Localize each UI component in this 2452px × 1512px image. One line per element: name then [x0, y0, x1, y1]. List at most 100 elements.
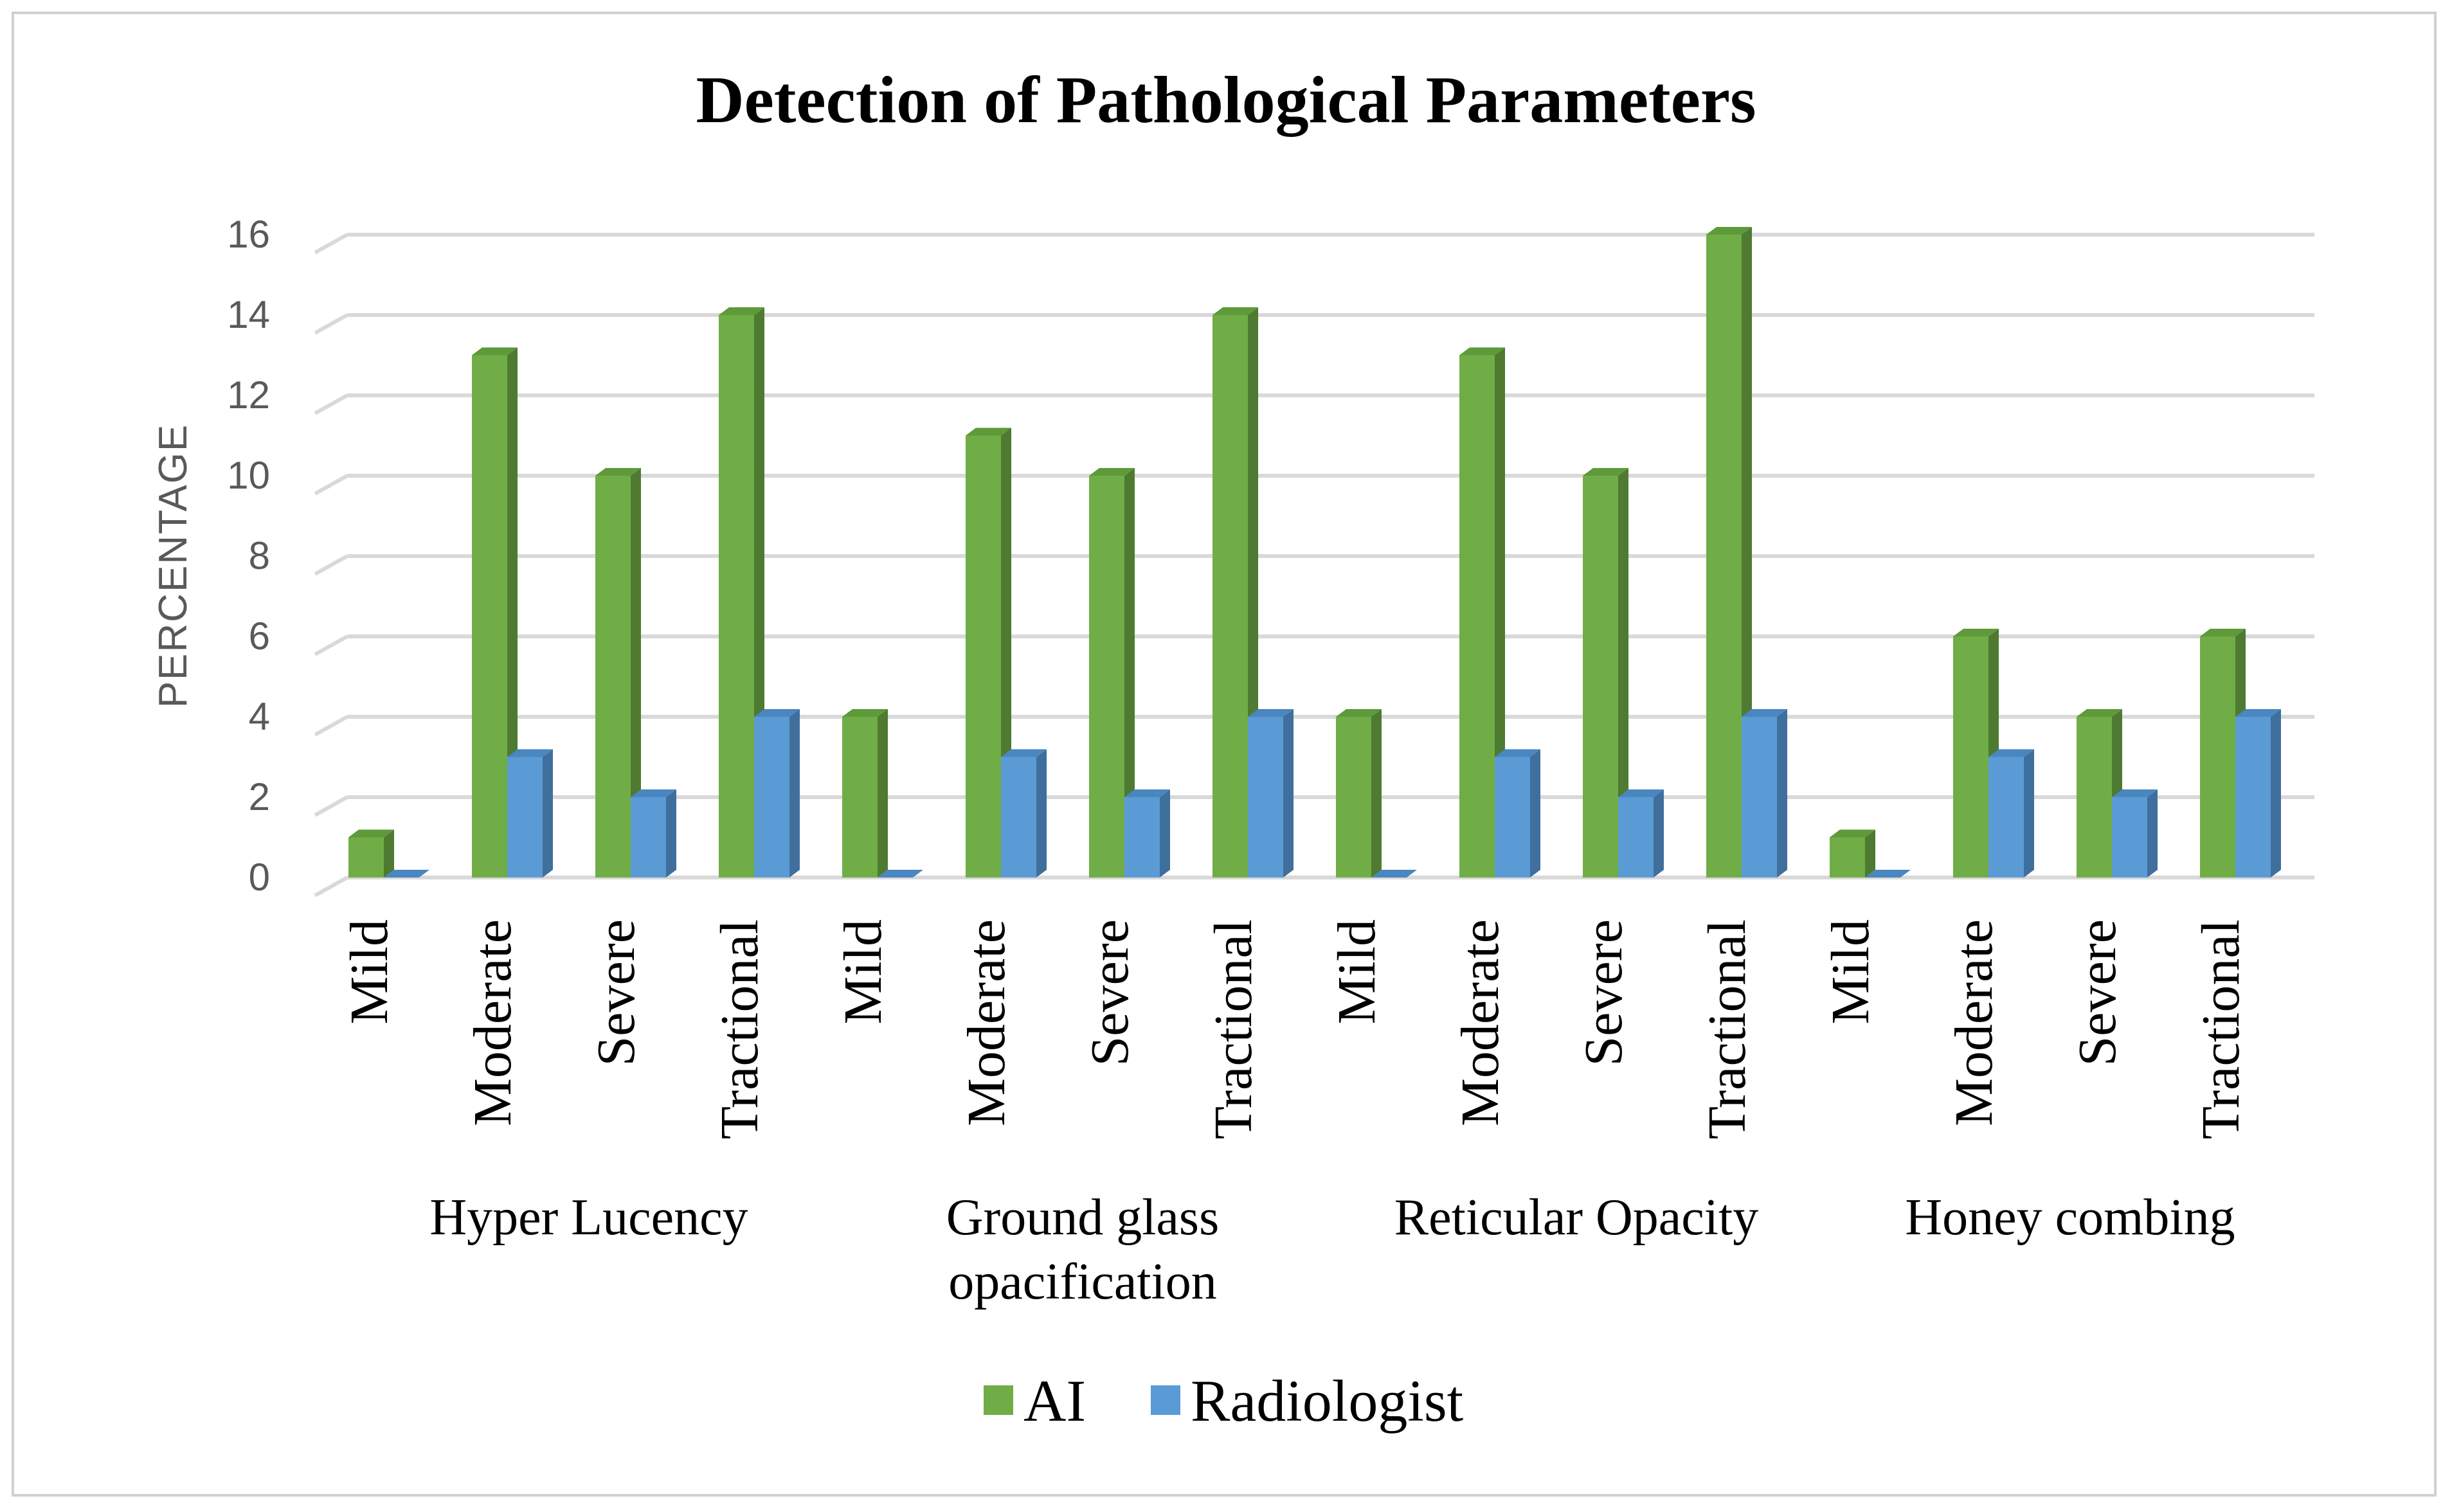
bar-ai-10-top — [1583, 468, 1628, 476]
bar-radiologist-2-side — [666, 789, 676, 878]
bar-radiologist-12 — [1865, 870, 1911, 878]
y-tick-label: 6 — [249, 615, 270, 658]
bar-ai-2-top — [595, 468, 641, 476]
bar-ai-7-front — [1212, 315, 1248, 878]
y-tick-label: 4 — [249, 695, 270, 738]
bar-radiologist-11-top — [1742, 709, 1787, 717]
bar-radiologist-6-top — [1124, 789, 1170, 797]
bar-ai-3-front — [719, 315, 754, 878]
bar-radiologist-4-top — [878, 870, 923, 878]
category-label: Moderate — [957, 919, 1016, 1126]
bar-radiologist-11-front — [1742, 717, 1777, 878]
group-label: Ground glass — [946, 1189, 1219, 1246]
bar-radiologist-1-top — [507, 749, 553, 757]
y-tick-label: 10 — [227, 454, 270, 497]
bar-radiologist-10-top — [1618, 789, 1664, 797]
bar-radiologist-5-side — [1036, 749, 1047, 878]
bar-ai-12-top — [1830, 829, 1875, 838]
bar-radiologist-4 — [878, 870, 923, 878]
bar-ai-5-front — [966, 435, 1001, 878]
group-label: opacification — [948, 1254, 1217, 1310]
bar-radiologist-13-side — [2024, 749, 2034, 878]
bar-ai-9-front — [1459, 355, 1495, 878]
bar-radiologist-10 — [1618, 789, 1664, 878]
bar-ai-11-top — [1706, 227, 1752, 235]
bar-radiologist-1 — [507, 749, 553, 878]
bar-ai-15-front — [2200, 636, 2235, 878]
bar-ai-7 — [1212, 307, 1258, 878]
bar-ai-4-front — [842, 717, 878, 878]
bar-ai-12-front — [1830, 837, 1865, 878]
bar-ai-0-front — [348, 837, 384, 878]
bar-radiologist-8-top — [1371, 870, 1417, 878]
gridline-depth — [314, 634, 348, 656]
bar-radiologist-3 — [754, 709, 800, 878]
y-tick-label: 8 — [249, 534, 270, 577]
bar-radiologist-14-top — [2112, 789, 2158, 797]
bar-ai-15-top — [2200, 629, 2246, 636]
category-label: Mild — [1821, 919, 1880, 1024]
bar-ai-9-top — [1459, 347, 1505, 356]
bar-ai-8-front — [1336, 717, 1371, 878]
bar-radiologist-7-side — [1283, 709, 1294, 878]
legend-item-radiologist: Radiologist — [1151, 1368, 1464, 1434]
bar-ai-3-top — [719, 307, 764, 315]
bar-ai-13-top — [1953, 629, 1999, 636]
bar-radiologist-9-front — [1495, 757, 1530, 878]
group-labels: Hyper Lucency Ground glass opacification Re… — [429, 1189, 2235, 1310]
legend-label: Radiologist — [1191, 1368, 1464, 1434]
bar-ai-4 — [842, 709, 888, 878]
gridline-depth — [314, 795, 348, 817]
gridline-depth — [314, 876, 348, 897]
bar-radiologist-9-top — [1495, 749, 1540, 757]
bar-ai-6-top — [1089, 468, 1135, 476]
y-tick-label: 0 — [249, 856, 270, 899]
category-label: Severe — [586, 919, 646, 1066]
bar-ai-6 — [1089, 468, 1135, 878]
category-label: Mild — [339, 919, 399, 1024]
bar-ai-13-front — [1953, 636, 1988, 878]
bar-ai-8 — [1336, 709, 1382, 878]
bar-ai-2-side — [631, 468, 641, 878]
bar-radiologist-3-front — [754, 717, 789, 878]
bar-radiologist-6 — [1124, 789, 1170, 878]
category-label: Severe — [1574, 919, 1634, 1066]
bar-radiologist-11-side — [1777, 709, 1787, 878]
gridline-depth — [314, 715, 348, 737]
bar-ai-5-top — [966, 428, 1011, 436]
bar-ai-0 — [348, 829, 394, 878]
category-label: Tractional — [2191, 919, 2251, 1139]
bar-ai-2-front — [595, 476, 631, 878]
bar-radiologist-13-front — [1988, 757, 2024, 878]
gridline-depth — [314, 233, 348, 255]
gridline-depth — [314, 393, 348, 415]
bar-radiologist-15-front — [2235, 717, 2271, 878]
category-label: Severe — [2068, 919, 2127, 1066]
group-label: Reticular Opacity — [1394, 1189, 1758, 1246]
category-labels: Mild Moderate Severe Tractional Mild Moderate… — [339, 919, 2251, 1139]
y-tick-label: 14 — [227, 293, 270, 336]
group-label: Hyper Lucency — [429, 1189, 748, 1246]
group-label: Honey combing — [1905, 1189, 2235, 1246]
bar-ai-9 — [1459, 347, 1505, 878]
bar-radiologist-11 — [1742, 709, 1787, 878]
bar-radiologist-15-top — [2235, 709, 2281, 717]
bar-ai-11-front — [1706, 235, 1742, 878]
category-label: Mild — [833, 919, 893, 1024]
bar-radiologist-15 — [2235, 709, 2281, 878]
bar-ai-12-side — [1865, 829, 1875, 878]
gridline-depth — [314, 313, 348, 335]
bar-radiologist-5-front — [1001, 757, 1036, 878]
legend-label: AI — [1023, 1368, 1086, 1434]
bar-radiologist-9-side — [1530, 749, 1540, 878]
bar-radiologist-14-side — [2147, 789, 2158, 878]
bar-radiologist-10-side — [1654, 789, 1664, 878]
bar-ai-8-top — [1336, 709, 1382, 717]
gridline-depth — [314, 554, 348, 576]
legend-swatch — [1151, 1385, 1180, 1415]
bar-ai-14-top — [2077, 709, 2122, 717]
category-label: Moderate — [1944, 919, 2004, 1126]
gridline-depth — [314, 474, 348, 496]
legend-item-ai: AI — [984, 1368, 1086, 1434]
bar-radiologist-3-side — [789, 709, 800, 878]
